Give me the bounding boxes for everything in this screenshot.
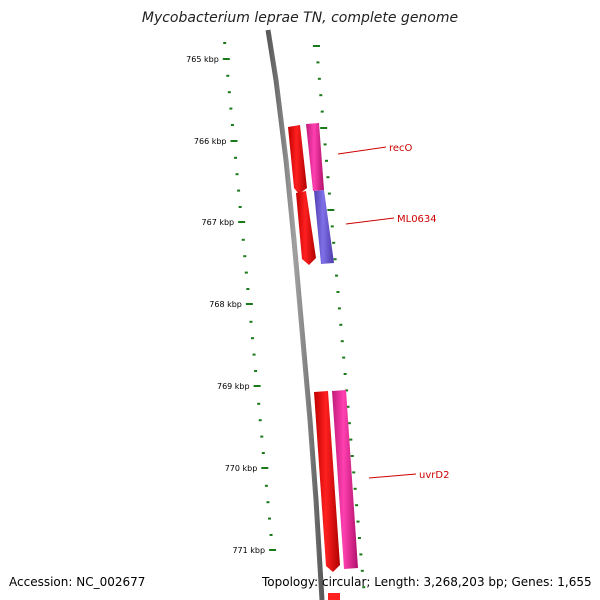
major-tick [222,58,230,60]
minor-tick [254,370,258,372]
minor-tick [339,323,343,326]
minor-tick [234,156,238,159]
major-tick [238,221,246,223]
minor-tick [335,274,339,277]
gene-recO-red-arrow[interactable] [288,125,307,194]
gene-ML0634-purple-bar[interactable] [314,190,334,264]
accession-text: Accession: NC_002677 [9,575,146,589]
minor-tick [261,452,265,454]
major-tick [253,385,261,387]
minor-tick [223,42,227,44]
major-tick [230,140,238,142]
minor-tick [316,61,320,64]
minor-tick [327,192,331,195]
minor-tick [257,402,261,405]
minor-tick [269,534,273,536]
minor-tick [345,389,349,392]
minor-tick [238,206,242,208]
minor-tick [251,337,255,340]
minor-tick [352,471,356,474]
minor-tick [320,110,324,113]
minor-tick [317,77,321,80]
minor-tick [346,405,350,408]
tick-label: 767 kbp [202,218,235,227]
gene-recO-group[interactable] [288,123,324,194]
major-tick [327,209,335,211]
minor-tick [325,159,329,162]
minor-tick [264,484,268,487]
map-title: Mycobacterium leprae TN, complete genome [141,10,459,26]
minor-tick [332,241,336,244]
gene-label-recO[interactable]: recO [389,143,413,154]
tick-label: 769 kbp [217,382,250,391]
minor-tick [336,291,340,293]
right-tick-marks [313,45,366,589]
minor-tick [326,176,330,179]
gene-recO-pink-bar[interactable] [306,123,324,191]
major-tick [320,127,328,129]
minor-tick [362,586,366,589]
uvrD2-leader-line [368,473,417,479]
minor-tick [353,487,357,490]
tick-label: 766 kbp [194,137,227,146]
minor-tick [244,271,248,274]
gene-ML0634-red-arrow[interactable] [296,191,316,265]
tick-label: 768 kbp [209,300,242,309]
topology-text: Topology: circular; Length: 3,268,203 bp… [262,575,592,589]
minor-tick [241,238,245,241]
genome-backbone [265,29,325,600]
minor-tick [230,124,234,126]
minor-tick [337,307,341,310]
minor-tick [330,225,334,228]
tick-labels: 765 kbp 766 kbp 767 kbp 768 kbp 769 kbp 770 k… [186,55,265,555]
minor-tick [347,422,351,425]
minor-tick [350,455,354,457]
minor-tick [227,91,231,94]
minor-tick [249,320,253,323]
minor-tick [260,435,264,438]
minor-tick [258,419,262,422]
minor-tick [323,143,327,146]
gene-uvrD2-red-arrow[interactable] [314,391,340,572]
gene-label-ML0634[interactable]: ML0634 [397,214,437,225]
minor-tick [340,340,344,343]
minor-tick [226,74,230,77]
left-tick-marks [222,42,277,551]
major-tick [245,303,253,305]
minor-tick [333,258,337,261]
minor-tick [235,173,239,176]
minor-tick [357,537,361,539]
minor-tick [266,501,270,504]
minor-tick [243,255,247,258]
gene-uvrD2-pink-bar[interactable] [332,390,358,569]
tick-label: 771 kbp [232,546,265,555]
minor-tick [229,107,233,110]
recO-leader-line [337,146,387,155]
gene-uvrD2-group[interactable] [314,390,358,572]
major-tick [261,467,269,469]
minor-tick [359,553,363,556]
minor-tick [356,520,360,523]
next-gene-fragment [328,593,340,600]
minor-tick [268,517,272,520]
minor-tick [349,438,353,441]
gene-label-uvrD2[interactable]: uvrD2 [419,470,449,481]
minor-tick [246,288,250,290]
minor-tick [319,94,323,97]
minor-tick [252,353,256,356]
minor-tick [342,356,346,359]
minor-tick [360,569,364,572]
major-tick [269,549,277,551]
tick-label: 765 kbp [186,55,219,64]
gene-ML0634-group[interactable] [296,190,334,265]
minor-tick [343,373,347,375]
ML0634-leader-line [345,217,395,225]
minor-tick [237,189,241,192]
tick-label: 770 kbp [225,464,258,473]
major-tick [313,45,320,47]
minor-tick [355,504,359,507]
